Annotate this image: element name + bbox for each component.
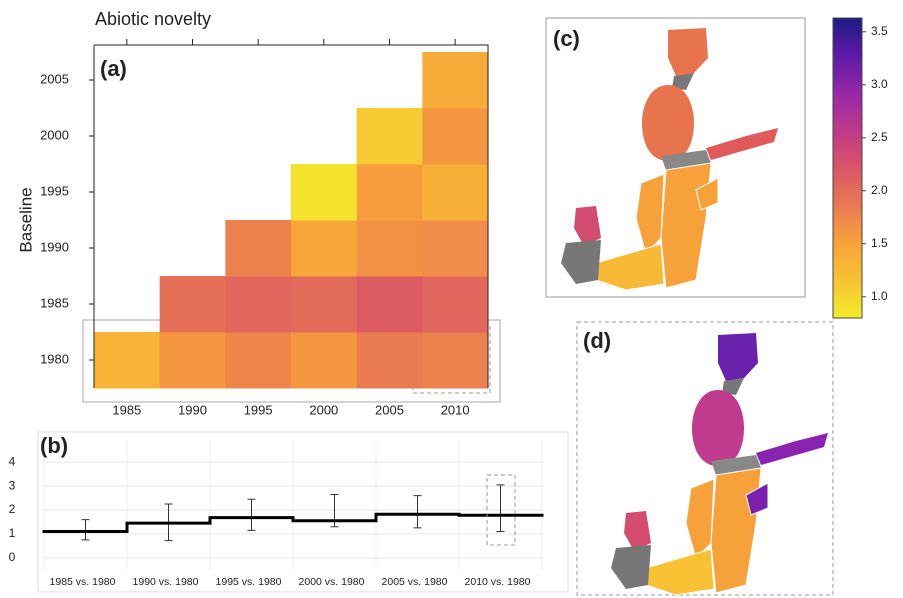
y-tick-label: 2005 [40, 71, 69, 86]
y-tick-label: 4 [9, 454, 16, 468]
x-tick-label: 1995 [244, 402, 273, 417]
x-tick-label: 1990 [178, 402, 207, 417]
heat-cell [356, 332, 423, 389]
colorbar-tick-label: 2.0 [871, 183, 888, 197]
x-tick-label: 1985 vs. 1980 [50, 576, 116, 588]
x-tick-label: 2000 vs. 1980 [299, 576, 365, 588]
y-tick-label: 1 [9, 526, 16, 540]
panel-label: (d) [583, 328, 611, 353]
heat-cell [422, 108, 489, 165]
error-bar [413, 495, 422, 529]
y-tick-label: 2 [9, 502, 16, 516]
heat-cell [356, 220, 423, 277]
heat-cell [356, 276, 423, 333]
heat-cell [291, 276, 358, 333]
colorbar-tick-label: 2.5 [871, 130, 888, 144]
colorbar-tick-label: 1.0 [871, 289, 888, 303]
map [561, 28, 778, 291]
y-tick-label: 1990 [40, 239, 69, 254]
heat-cell [422, 52, 489, 109]
panel-label: (b) [40, 433, 68, 458]
heat-cell [356, 164, 423, 221]
x-tick-label: 2010 vs. 1980 [465, 576, 531, 588]
x-tick-label: 2000 [309, 402, 338, 417]
map-frame [545, 17, 806, 298]
heat-cell [422, 332, 489, 389]
colorbar-tick-label: 3.5 [871, 24, 888, 38]
heat-cell [291, 220, 358, 277]
x-tick-label: 2005 [375, 402, 404, 417]
heat-cell [225, 332, 292, 389]
x-tick-label: 2010 [441, 402, 470, 417]
x-tick-label: 1990 vs. 1980 [133, 576, 199, 588]
error-bar [247, 498, 256, 531]
x-tick-label: 1995 vs. 1980 [216, 576, 282, 588]
y-tick-label: 0 [9, 550, 16, 564]
colorbar-tick-label: 3.0 [871, 77, 888, 91]
heat-cell [291, 164, 358, 221]
x-tick-label: 1985 [112, 402, 141, 417]
colorbar-tick-label: 1.5 [871, 236, 888, 250]
heat-cell [94, 332, 161, 389]
heat-cell [422, 276, 489, 333]
error-bar [496, 484, 505, 533]
step-chart: 0 1 2 3 4 1985 vs. 1980 1990 vs. 1980 1995 vs. … [9, 440, 544, 588]
map [611, 333, 828, 596]
heat-cell [356, 108, 423, 165]
y-tick-label: 3 [9, 478, 16, 492]
y-tick-label: 1985 [40, 295, 69, 310]
colorbar [832, 17, 863, 319]
y-tick-label: 1980 [40, 351, 69, 366]
map-frame [576, 321, 834, 596]
chart-title: Abiotic novelty [95, 9, 211, 29]
y-tick-label: 1995 [40, 183, 69, 198]
heat-cell [225, 276, 292, 333]
y-axis-label: Baseline [16, 187, 35, 252]
highlight-bar [486, 474, 516, 546]
heat-cell [422, 220, 489, 277]
heat-cell [291, 332, 358, 389]
panel-label: (a) [100, 56, 127, 81]
heatmap-panel: Abiotic novelty Baseline [16, 9, 211, 253]
heat-cell [225, 220, 292, 277]
heat-cell [159, 332, 226, 389]
panel-label: (c) [553, 26, 580, 51]
error-bar [81, 519, 90, 541]
step-panel [37, 431, 569, 593]
heat-cell [422, 164, 489, 221]
x-tick-label: 2005 vs. 1980 [382, 576, 448, 588]
y-tick-label: 2000 [40, 127, 69, 142]
heat-cell [159, 276, 226, 333]
axis-frame [94, 44, 489, 388]
